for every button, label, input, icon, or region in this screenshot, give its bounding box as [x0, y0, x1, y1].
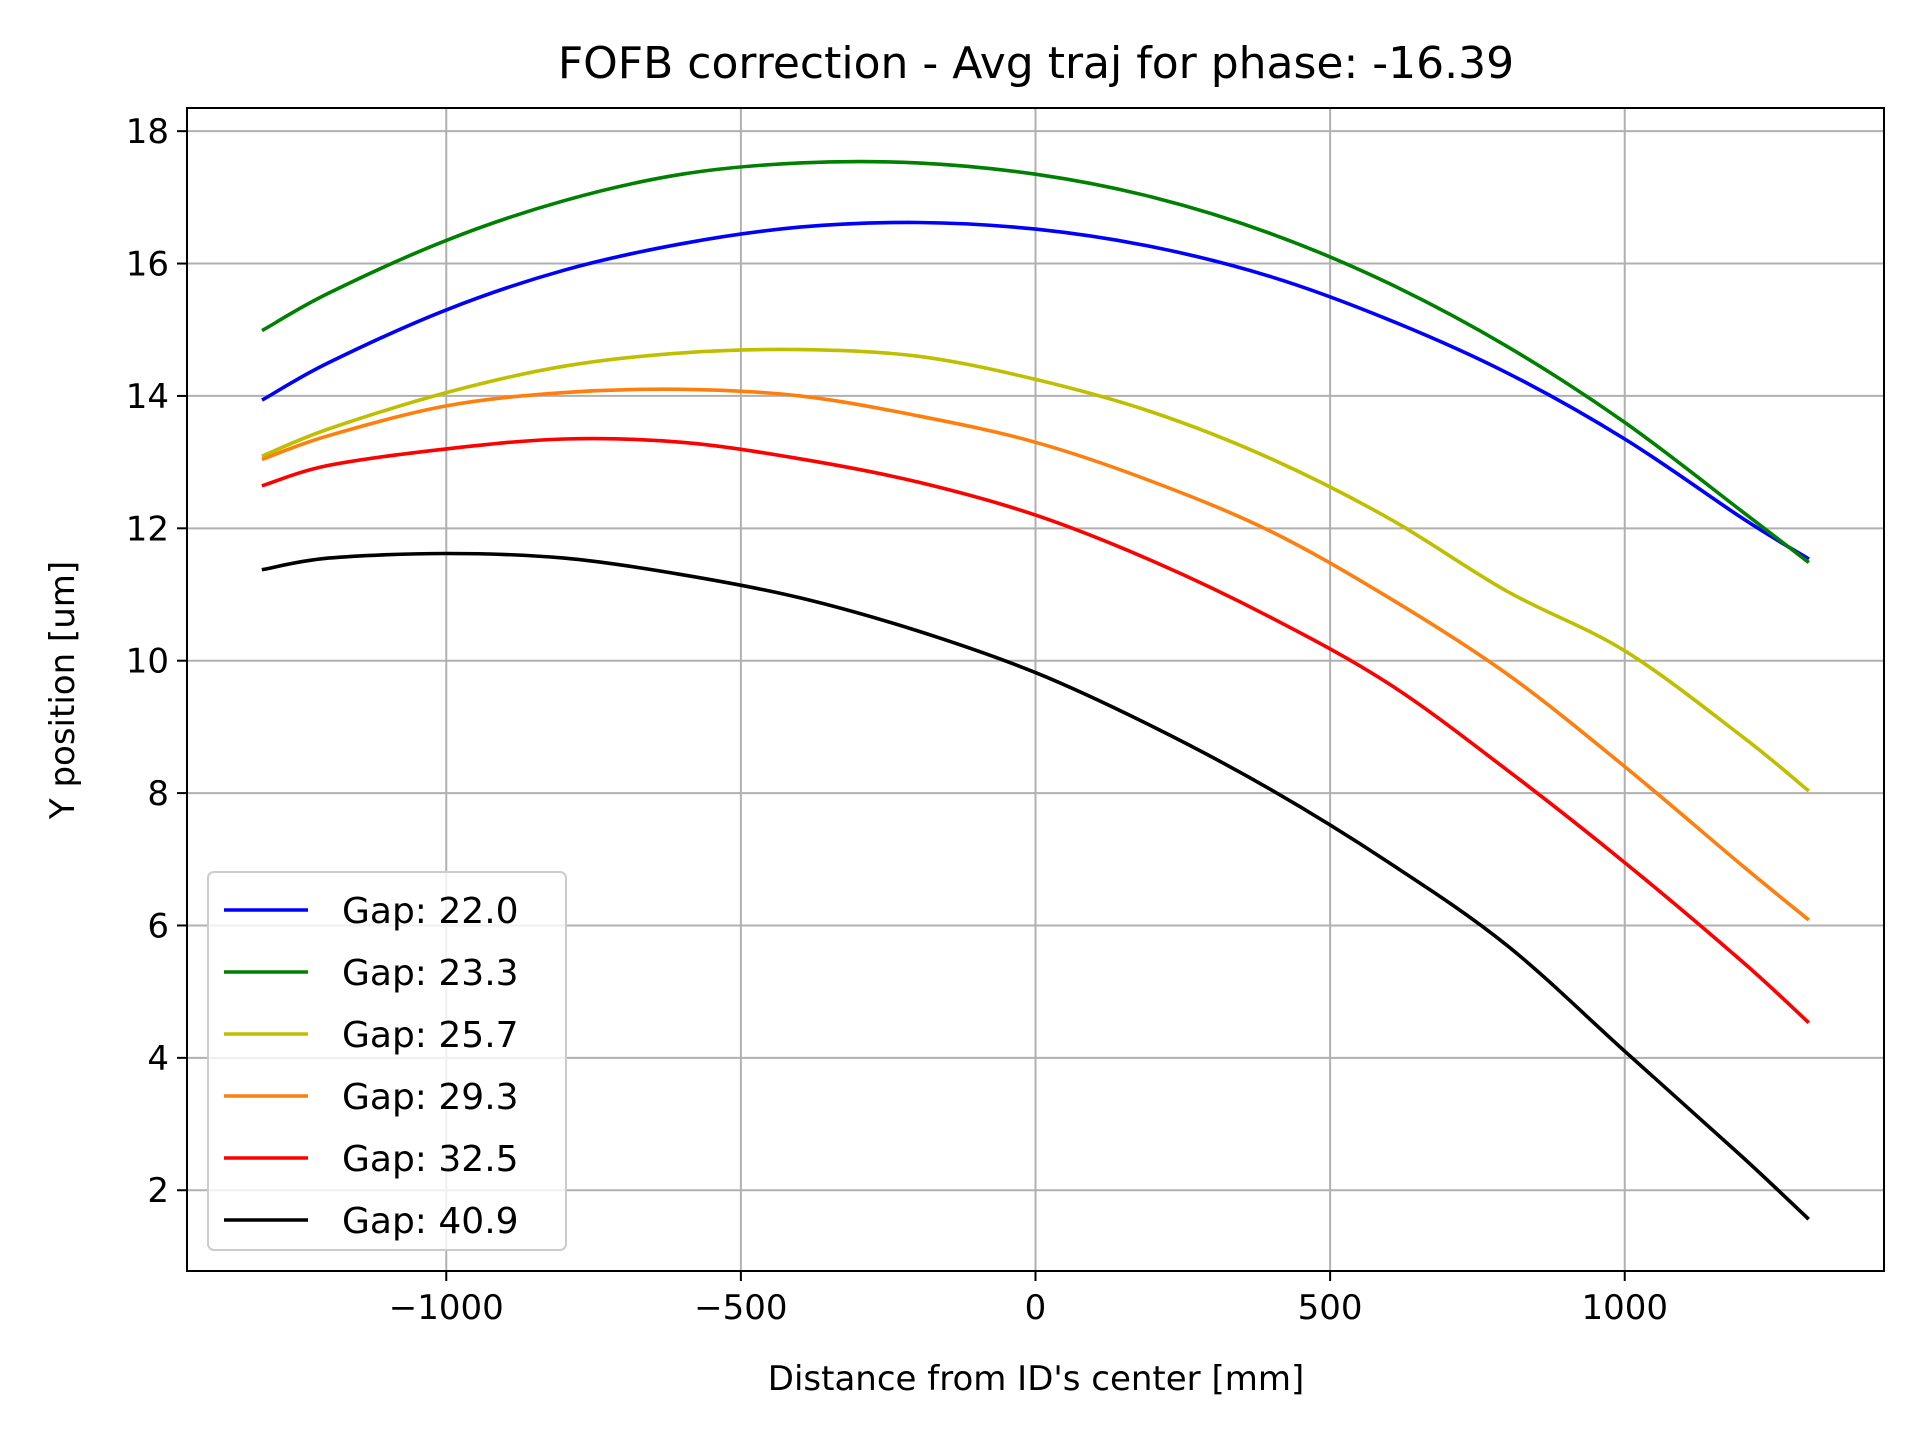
x-tick-label: 1000	[1581, 1288, 1668, 1328]
x-tick-label: −1000	[389, 1288, 504, 1328]
y-tick-label: 4	[147, 1039, 169, 1079]
y-tick-label: 10	[126, 642, 169, 682]
series-line-gap-40-9	[261, 551, 1810, 1221]
axis-ticks: −1000 −500 0 500 1000 2 4 6 8 10 12 14 16 18	[126, 112, 1668, 1328]
y-tick-label: 16	[126, 245, 169, 285]
legend-box	[207, 871, 567, 1251]
x-tick-label: 500	[1298, 1288, 1363, 1328]
series-lines	[261, 159, 1810, 1221]
y-tick-label: 18	[126, 112, 169, 152]
legend-label: Gap: 40.9	[342, 1201, 519, 1242]
legend-label: Gap: 22.0	[342, 891, 519, 932]
series-line-gap-23-3	[261, 159, 1810, 564]
x-axis-label: Distance from ID's center [mm]	[768, 1359, 1304, 1399]
chart-title: FOFB correction - Avg traj for phase: -1…	[558, 38, 1514, 89]
series-line-gap-29-3	[261, 387, 1810, 922]
y-tick-label: 8	[147, 774, 169, 814]
x-tick-label: −500	[694, 1288, 787, 1328]
legend: Gap: 22.0 Gap: 23.3 Gap: 25.7 Gap: 29.3 Gap:…	[207, 871, 567, 1251]
y-tick-label: 12	[126, 509, 169, 549]
legend-label: Gap: 32.5	[342, 1139, 519, 1180]
legend-label: Gap: 23.3	[342, 953, 519, 994]
x-tick-label: 0	[1025, 1288, 1047, 1328]
series-line-gap-32-5	[261, 436, 1810, 1025]
series-line-gap-25-7	[261, 347, 1810, 793]
legend-label: Gap: 29.3	[342, 1077, 519, 1118]
y-tick-label: 2	[147, 1171, 169, 1211]
series-line-gap-22-0	[261, 220, 1810, 561]
y-axis-label: Y position [um]	[43, 561, 83, 820]
y-tick-label: 14	[126, 377, 169, 417]
y-tick-label: 6	[147, 906, 169, 946]
legend-label: Gap: 25.7	[342, 1015, 519, 1056]
